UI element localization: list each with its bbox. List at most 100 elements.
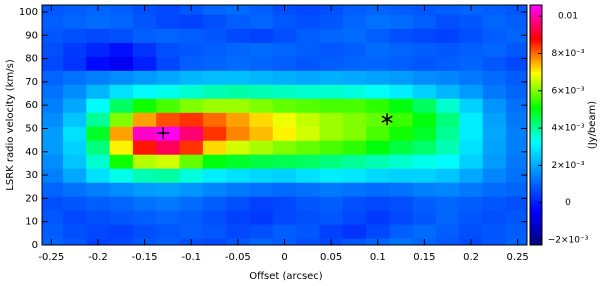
heatmap-cell [412, 56, 437, 71]
heatmap-cell [482, 126, 507, 141]
heatmap-cell [342, 98, 367, 113]
heatmap-cell [436, 126, 460, 141]
heatmap-cell [506, 28, 527, 43]
heatmap-cell [342, 196, 367, 211]
heatmap-cell [272, 210, 297, 225]
heatmap-cell [389, 84, 414, 99]
heatmap-cell [42, 140, 64, 155]
heatmap-cell [319, 196, 344, 211]
heatmap-cell [86, 224, 111, 239]
heatmap-cell [156, 140, 181, 155]
heatmap-cell [249, 224, 274, 239]
y-tick-label: 10 [25, 217, 38, 228]
heatmap-cell [482, 56, 507, 71]
heatmap-cell [272, 98, 297, 113]
heatmap-cell [389, 168, 414, 183]
heatmap-cell [86, 182, 111, 197]
heatmap-cell [506, 224, 527, 239]
heatmap-cell [109, 126, 134, 141]
colorbar-tick-label: −2×10⁻³ [548, 235, 589, 245]
heatmap-cell [156, 210, 181, 225]
colorbar-tick-label: 2×10⁻³ [551, 161, 584, 171]
heatmap-cell [482, 196, 507, 211]
heatmap-cell [459, 196, 484, 211]
heatmap-cell [226, 140, 251, 155]
heatmap-cell [482, 224, 507, 239]
heatmap-cell [366, 210, 391, 225]
heatmap-cell [319, 42, 344, 57]
heatmap-cell [342, 84, 367, 99]
heatmap-cell [412, 182, 437, 197]
heatmap-cell [86, 154, 111, 169]
heatmap-cell [366, 14, 391, 29]
heatmap-cell [272, 28, 297, 43]
heatmap-cell [459, 56, 484, 71]
heatmap-cell [296, 126, 321, 141]
heatmap-cell [319, 140, 344, 155]
heatmap-cell [42, 14, 64, 29]
heatmap-cell [249, 168, 274, 183]
heatmap-cell [156, 154, 181, 169]
heatmap-cell [482, 168, 507, 183]
heatmap-cell [459, 84, 484, 99]
heatmap-cell [226, 182, 251, 197]
heatmap-cell [482, 70, 507, 85]
heatmap-cell [132, 210, 157, 225]
heatmap-cell [366, 168, 391, 183]
heatmap-cell [296, 154, 321, 169]
heatmap-cell [342, 182, 367, 197]
heatmap-cell [342, 28, 367, 43]
heatmap-cell [366, 154, 391, 169]
x-tick-label: 0 [281, 252, 287, 263]
heatmap-cell [179, 56, 204, 71]
heatmap-cell [436, 140, 460, 155]
heatmap-cell [482, 14, 507, 29]
heatmap-cell [109, 154, 134, 169]
heatmap-cell [389, 238, 414, 245]
heatmap-cell [62, 210, 87, 225]
heatmap-cell [156, 5, 181, 15]
heatmap-cell [506, 154, 527, 169]
heatmap-cell [272, 224, 297, 239]
heatmap-cell [86, 70, 111, 85]
heatmap-cell [296, 196, 321, 211]
heatmap-cell [226, 112, 251, 127]
heatmap-cell [506, 196, 527, 211]
heatmap-cell [156, 84, 181, 99]
heatmap-cell [412, 196, 437, 211]
heatmap-cell [272, 154, 297, 169]
heatmap-cell [296, 56, 321, 71]
heatmap-cell [62, 84, 87, 99]
marker-stroke [381, 115, 393, 123]
heatmap-cell [482, 210, 507, 225]
heatmap-cell [249, 112, 274, 127]
heatmap-cell [366, 42, 391, 57]
heatmap [42, 5, 527, 245]
heatmap-cell [62, 182, 87, 197]
heatmap-cell [109, 112, 134, 127]
heatmap-cell [482, 112, 507, 127]
heatmap-cell [202, 42, 227, 57]
heatmap-cell [296, 5, 321, 15]
heatmap-cell [389, 126, 414, 141]
y-tick-label: 90 [25, 30, 38, 41]
heatmap-cell [179, 70, 204, 85]
heatmap-cell [226, 210, 251, 225]
heatmap-cell [179, 210, 204, 225]
heatmap-cell [272, 84, 297, 99]
heatmap-cell [342, 224, 367, 239]
heatmap-cell [389, 182, 414, 197]
heatmap-cell [62, 196, 87, 211]
heatmap-cell [156, 224, 181, 239]
heatmap-cell [249, 140, 274, 155]
heatmap-cell [132, 112, 157, 127]
heatmap-cell [296, 168, 321, 183]
heatmap-cell [389, 210, 414, 225]
heatmap-cell [109, 70, 134, 85]
heatmap-cell [179, 196, 204, 211]
heatmap-cell [86, 56, 111, 71]
heatmap-cell [342, 168, 367, 183]
heatmap-cell [482, 42, 507, 57]
heatmap-cell [86, 84, 111, 99]
heatmap-cell [366, 224, 391, 239]
